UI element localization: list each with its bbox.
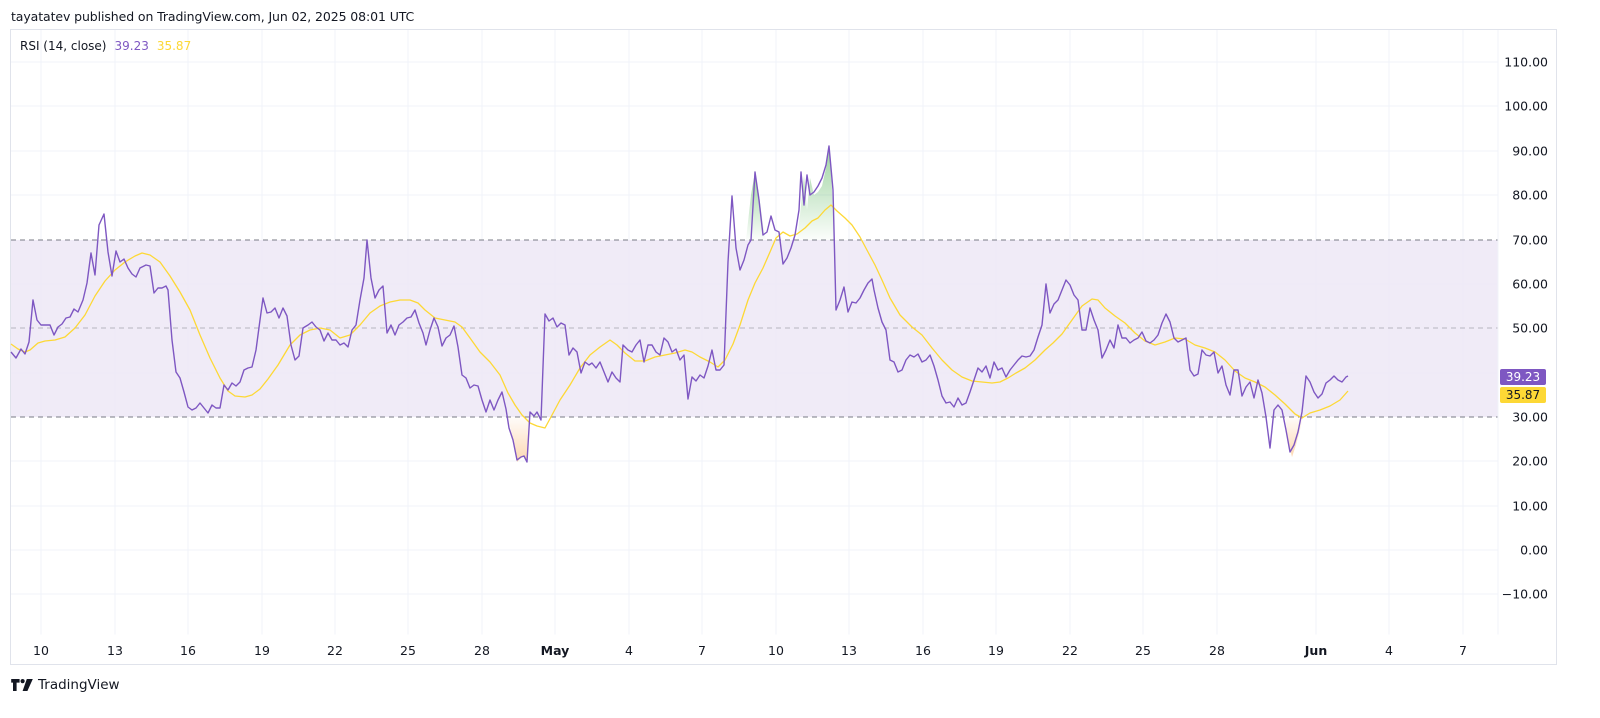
x-tick-month: May (540, 643, 570, 658)
y-tick-50: 50.00 (1512, 320, 1548, 336)
x-tick: 13 (107, 643, 123, 658)
x-tick: 4 (625, 643, 633, 658)
rsi-ma-line (10, 204, 1349, 429)
y-tick-0: 0.00 (1520, 542, 1548, 558)
x-tick: 19 (988, 643, 1004, 658)
rsi-value: 39.23 (114, 39, 149, 53)
publish-header: tayatatev published on TradingView.com, … (11, 9, 415, 24)
brand-name: TradingView (38, 677, 120, 693)
x-tick: 7 (698, 643, 706, 658)
x-tick: 13 (841, 643, 857, 658)
x-tick: 16 (180, 643, 196, 658)
x-tick: 7 (1459, 643, 1467, 658)
x-tick: 22 (1062, 643, 1078, 658)
y-tick-10: 10.00 (1512, 498, 1548, 514)
indicator-legend[interactable]: RSI (14, close) 39.23 35.87 (20, 39, 191, 53)
y-tick-90: 90.00 (1512, 143, 1548, 159)
x-tick: 28 (1209, 643, 1225, 658)
y-tick-60: 60.00 (1512, 276, 1548, 292)
y-tick-minus-10: −10.00 (1501, 586, 1548, 602)
y-tick-110: 110.00 (1504, 54, 1548, 70)
x-tick: 4 (1385, 643, 1393, 658)
x-tick-month: Jun (1304, 643, 1328, 658)
indicator-name[interactable]: RSI (14, close) (20, 39, 107, 53)
x-tick: 25 (1135, 643, 1151, 658)
ma-value: 35.87 (156, 39, 192, 53)
y-tick-30: 30.00 (1512, 409, 1548, 425)
overbought-fill (746, 146, 834, 240)
x-tick: 28 (474, 643, 490, 658)
y-tick-80: 80.00 (1512, 187, 1548, 203)
x-tick: 16 (915, 643, 931, 658)
rsi-last-value-badge: 39.23 (1500, 369, 1546, 385)
y-tick-100: 100.00 (1504, 98, 1548, 114)
x-tick: 10 (768, 643, 784, 658)
x-tick: 19 (254, 643, 270, 658)
x-tick: 25 (400, 643, 416, 658)
y-tick-20: 20.00 (1512, 453, 1548, 469)
oversold-fill (508, 417, 1303, 462)
rsi-line (10, 145, 1349, 463)
chart-frame (10, 29, 1557, 665)
x-tick: 10 (33, 643, 49, 658)
y-tick-70: 70.00 (1512, 232, 1548, 248)
tradingview-logo-icon (11, 679, 33, 691)
ma-last-value-badge: 35.87 (1500, 387, 1546, 403)
x-tick: 22 (327, 643, 343, 658)
footer-brand[interactable]: TradingView (11, 677, 120, 693)
